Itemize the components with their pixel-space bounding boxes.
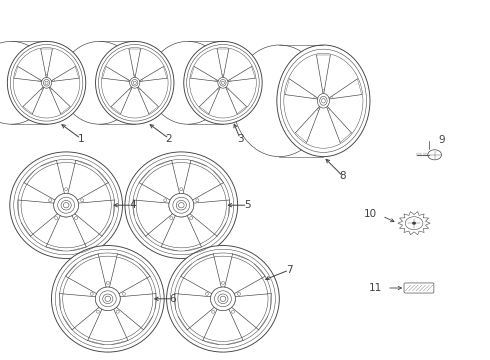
Circle shape [222,74,224,76]
Ellipse shape [196,199,199,202]
Ellipse shape [220,296,226,301]
Ellipse shape [96,287,120,311]
Ellipse shape [176,201,186,210]
Ellipse shape [81,199,84,202]
Circle shape [229,80,231,81]
Circle shape [138,89,140,90]
Text: 11: 11 [369,283,382,293]
Ellipse shape [130,77,140,88]
Ellipse shape [74,217,77,220]
Ellipse shape [212,310,215,313]
Circle shape [317,108,319,110]
Ellipse shape [319,96,327,105]
Text: 4: 4 [129,200,136,210]
Circle shape [129,89,131,90]
Ellipse shape [10,152,122,258]
Ellipse shape [218,77,228,88]
Ellipse shape [321,99,325,103]
Circle shape [412,222,416,225]
Circle shape [331,97,333,98]
Ellipse shape [318,94,329,108]
Ellipse shape [45,81,48,85]
Ellipse shape [231,310,234,313]
Ellipse shape [148,41,227,124]
Ellipse shape [55,217,58,220]
Ellipse shape [97,310,99,313]
Circle shape [141,80,143,81]
Ellipse shape [116,310,119,313]
Ellipse shape [173,197,190,213]
Ellipse shape [63,203,69,208]
Ellipse shape [49,199,51,202]
Text: 10: 10 [364,209,377,219]
Ellipse shape [42,77,51,88]
Circle shape [314,97,316,98]
Circle shape [405,217,423,230]
Ellipse shape [90,292,93,295]
Ellipse shape [99,291,116,307]
Ellipse shape [277,45,370,157]
Ellipse shape [205,292,208,295]
Ellipse shape [221,81,224,85]
Ellipse shape [44,80,49,86]
Circle shape [215,80,217,81]
Ellipse shape [133,81,136,85]
Ellipse shape [96,41,174,124]
Ellipse shape [220,80,226,86]
Ellipse shape [106,282,109,284]
Ellipse shape [215,291,231,307]
Circle shape [327,108,330,110]
Ellipse shape [105,296,111,301]
Ellipse shape [51,246,164,352]
Ellipse shape [211,287,235,311]
Text: 1: 1 [77,134,84,144]
Ellipse shape [169,193,194,217]
Circle shape [134,74,136,76]
Ellipse shape [125,152,238,258]
Text: 7: 7 [286,265,293,275]
Ellipse shape [184,41,262,124]
Text: 2: 2 [166,134,172,144]
Circle shape [50,89,52,90]
Circle shape [46,74,48,76]
Ellipse shape [0,41,50,124]
Polygon shape [398,212,430,235]
Ellipse shape [54,193,78,217]
Ellipse shape [122,292,125,295]
Circle shape [226,89,228,90]
Circle shape [39,80,41,81]
Circle shape [127,80,129,81]
Ellipse shape [103,294,113,303]
Circle shape [218,89,220,90]
Circle shape [428,150,441,160]
Ellipse shape [170,217,173,220]
Ellipse shape [58,197,74,213]
Ellipse shape [7,41,86,124]
Circle shape [41,89,43,90]
Ellipse shape [238,292,241,295]
Ellipse shape [233,45,326,157]
Ellipse shape [180,188,183,191]
Text: 5: 5 [244,200,251,210]
Ellipse shape [132,80,138,86]
Ellipse shape [60,41,139,124]
Circle shape [52,80,54,81]
Circle shape [322,89,324,91]
FancyBboxPatch shape [404,283,434,293]
Ellipse shape [221,282,224,284]
Ellipse shape [65,188,68,191]
Ellipse shape [218,294,228,303]
Ellipse shape [167,246,279,352]
Ellipse shape [190,217,193,220]
Ellipse shape [61,201,71,210]
Text: 9: 9 [439,135,445,145]
Text: 3: 3 [237,134,244,144]
Ellipse shape [178,203,184,208]
Text: 8: 8 [340,171,346,181]
Text: 6: 6 [170,294,176,304]
Ellipse shape [164,199,167,202]
